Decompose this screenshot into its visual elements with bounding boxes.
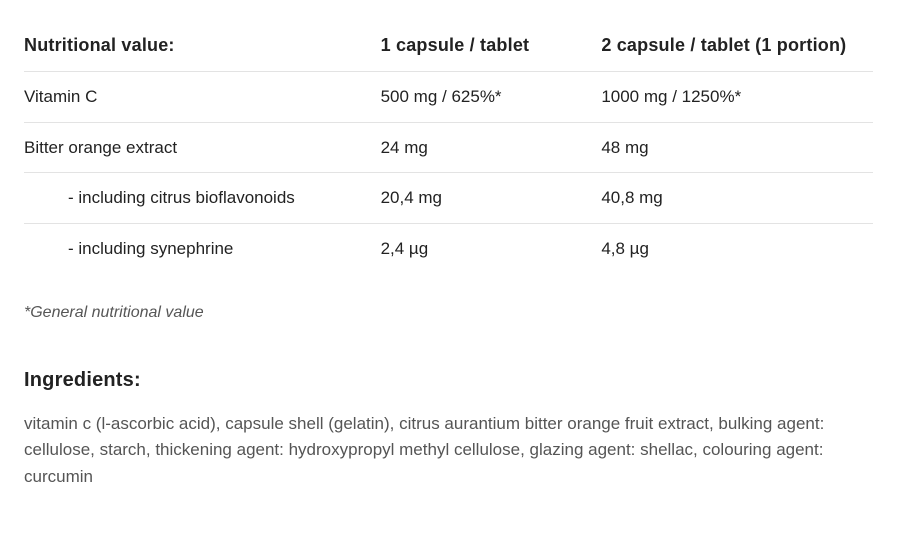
table-body: Vitamin C500 mg / 625%*1000 mg / 1250%*B… <box>24 72 873 274</box>
header-col2: 1 capsule / tablet <box>381 20 602 72</box>
ingredients-body: vitamin c (l-ascorbic acid), capsule she… <box>24 411 873 490</box>
table-header-row: Nutritional value: 1 capsule / tablet 2 … <box>24 20 873 72</box>
table-row: - including synephrine2,4 µg4,8 µg <box>24 223 873 273</box>
row-col2: 500 mg / 625%* <box>381 72 602 123</box>
row-col3: 1000 mg / 1250%* <box>601 72 873 123</box>
row-label: Vitamin C <box>24 72 381 123</box>
ingredients-heading: Ingredients: <box>24 365 873 395</box>
row-label: - including citrus bioflavonoids <box>24 173 381 224</box>
footnote: *General nutritional value <box>24 301 873 325</box>
row-col2: 20,4 mg <box>381 173 602 224</box>
row-col3: 48 mg <box>601 122 873 173</box>
table-row: Vitamin C500 mg / 625%*1000 mg / 1250%* <box>24 72 873 123</box>
row-label: - including synephrine <box>24 223 381 273</box>
row-col3: 4,8 µg <box>601 223 873 273</box>
header-col3: 2 capsule / tablet (1 portion) <box>601 20 873 72</box>
table-row: Bitter orange extract24 mg48 mg <box>24 122 873 173</box>
table-row: - including citrus bioflavonoids20,4 mg4… <box>24 173 873 224</box>
row-label: Bitter orange extract <box>24 122 381 173</box>
row-col2: 2,4 µg <box>381 223 602 273</box>
nutritional-table: Nutritional value: 1 capsule / tablet 2 … <box>24 20 873 273</box>
row-col3: 40,8 mg <box>601 173 873 224</box>
row-col2: 24 mg <box>381 122 602 173</box>
header-col1: Nutritional value: <box>24 20 381 72</box>
